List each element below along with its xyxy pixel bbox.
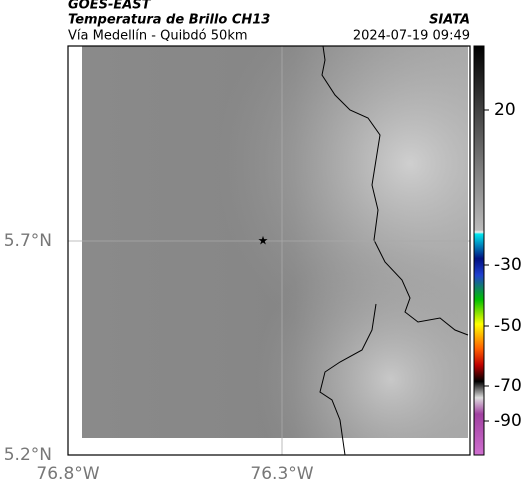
colorbar-tick-label: -90 bbox=[494, 411, 522, 431]
map-frame bbox=[67, 45, 471, 456]
subtitle: Vía Medellín - Quibdó 50km bbox=[68, 29, 248, 44]
boundary-line bbox=[319, 45, 469, 456]
cloud-field bbox=[82, 46, 468, 438]
timestamp: 2024-07-19 09:49 bbox=[353, 29, 470, 44]
colorbar-tick-label: -70 bbox=[494, 376, 522, 396]
location-marker: ★ bbox=[258, 234, 269, 248]
lon-label: 76.3°W bbox=[250, 464, 313, 484]
title: Temperatura de Brillo CH13 bbox=[68, 13, 270, 28]
colorbar-tick-label: -30 bbox=[494, 255, 522, 275]
satellite: GOES-EAST bbox=[68, 0, 152, 13]
axis-labels: 5.7°N 5.2°N76.8°W 76.3°W bbox=[4, 231, 314, 484]
colorbar-tick-label: 20 bbox=[494, 100, 516, 120]
colorbar-tick-label: -50 bbox=[494, 316, 522, 336]
lat-label: 5.2°N bbox=[4, 445, 52, 465]
colorbar bbox=[473, 45, 485, 456]
source: SIATA bbox=[429, 13, 470, 28]
lon-label: 76.8°W bbox=[36, 464, 99, 484]
colorbar-ticks: 20 -30 -50 -70 -90 bbox=[484, 100, 522, 431]
lat-label: 5.7°N bbox=[4, 231, 52, 251]
